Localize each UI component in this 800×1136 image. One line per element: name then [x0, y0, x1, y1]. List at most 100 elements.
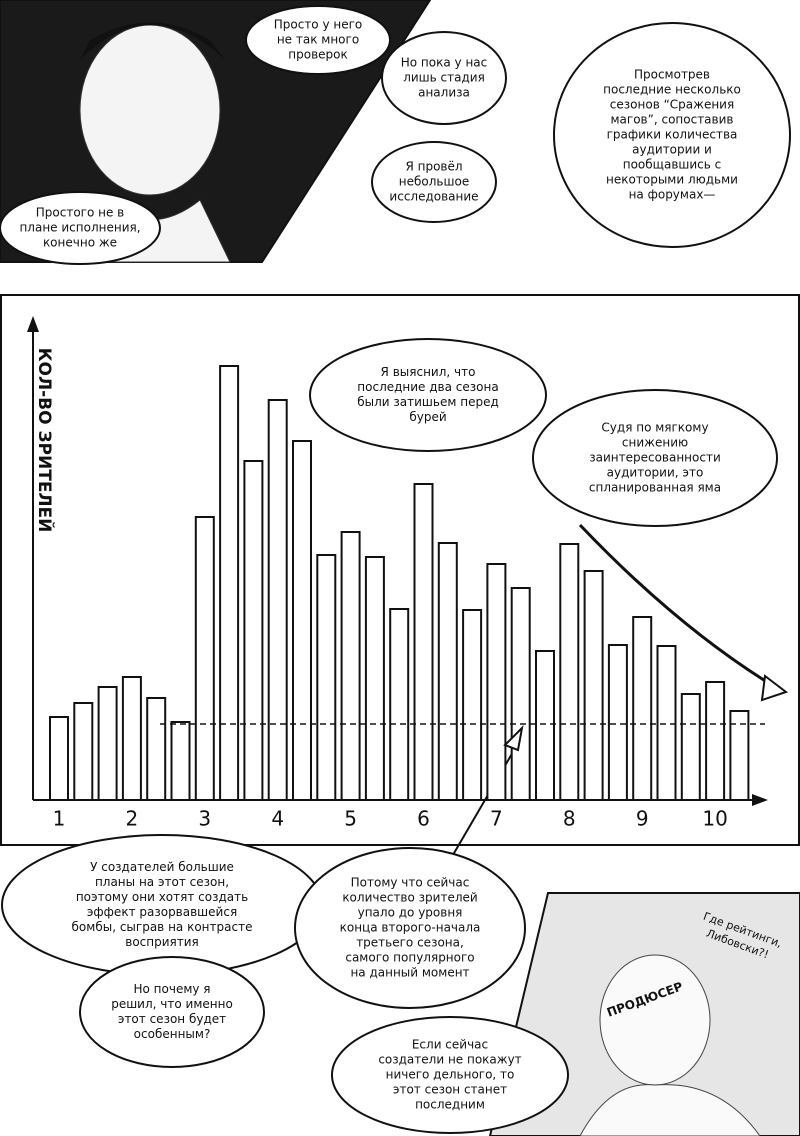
bubble-text: ничего дельного, то [386, 1068, 515, 1082]
bubble-text: сезонов “Сражения [610, 98, 734, 112]
bar [680, 693, 701, 801]
bar [656, 645, 677, 801]
speech-bubble [371, 141, 497, 223]
bubble-text: бомбы, сыграв на контрасте [72, 920, 253, 934]
bubble-text: аудитории, это [607, 466, 704, 480]
x-tick-label: 10 [702, 807, 727, 831]
bubble-text: на форумах— [629, 188, 716, 202]
pointer-head [503, 725, 524, 752]
bubble-text: плане исполнения, [19, 221, 140, 235]
bubble-text: проверок [288, 48, 347, 62]
bubble-text: небольшое [399, 175, 469, 189]
bubble-text: планы на этот сезон, [95, 875, 229, 889]
x-tick-label: 7 [490, 807, 503, 831]
bubble-text: восприятия [125, 935, 199, 949]
bar [413, 483, 434, 801]
trend-arrow-head [760, 674, 789, 702]
bar [292, 440, 312, 801]
bubble-text: Я провёл [405, 160, 462, 174]
bar [462, 609, 483, 801]
bubble-text: упало до уровня [358, 906, 463, 920]
bubble-text: У создателей большие [90, 860, 234, 874]
bar [121, 676, 142, 801]
bubble-text: спланированная яма [589, 481, 721, 495]
bubble-text: самого популярного [345, 951, 474, 965]
x-tick-label: 8 [563, 807, 576, 831]
speech-bubble [245, 5, 391, 75]
trend-arrow [578, 523, 781, 692]
bar [49, 716, 69, 801]
face [79, 24, 221, 196]
bar [607, 644, 628, 801]
bubble-text: Я выяснил, что [381, 365, 476, 379]
speech-bubble [331, 1016, 569, 1134]
y-axis-label: КОЛ-ВО ЗРИТЕЛЕЙ [34, 348, 56, 533]
x-tick-label: 3 [198, 807, 211, 831]
speech-bubble [532, 389, 778, 527]
bubble-text: последние несколько [603, 83, 741, 97]
bar [170, 721, 191, 801]
bubble-text: эффект разорвавшейся [87, 905, 237, 919]
bubble-text: Судя по мягкому [601, 421, 708, 435]
bar [729, 710, 750, 801]
bubble-text: третьего сезона, [356, 936, 464, 950]
bar [486, 563, 507, 801]
x-tick-label: 9 [636, 807, 649, 831]
bubble-text: исследование [389, 190, 478, 204]
bubble-text: на данный момент [350, 966, 469, 980]
bubble-text: Если сейчас [412, 1038, 488, 1052]
bubble-text: особенным? [134, 1027, 211, 1041]
bubble-text: Просто у него [274, 18, 363, 32]
speech-bubble [553, 22, 791, 248]
bubble-text: конечно же [43, 236, 117, 250]
bubble-text: бурей [409, 410, 446, 424]
bubble-text: лишь стадия [403, 71, 485, 85]
bar [219, 365, 240, 801]
bar [97, 686, 118, 801]
bubble-text: некоторыми людьми [606, 173, 738, 187]
bubble-text: конца второго-начала [340, 921, 481, 935]
chart-panel [0, 294, 800, 846]
y-arrow [27, 316, 39, 332]
bubble-text: этот сезон будет [118, 1012, 226, 1026]
bubble-text: создатели не покажут [378, 1053, 521, 1067]
bubble-text: Потому что сейчас [351, 876, 470, 890]
bubble-text: не так много [277, 33, 359, 47]
bubble-text: снижению [622, 436, 688, 450]
bubble-text: пообщавшись с [623, 158, 722, 172]
producer-head [599, 954, 711, 1086]
bubble-text: графики количества [607, 128, 738, 142]
bar [73, 702, 94, 801]
bubble-text: Но почему я [133, 982, 210, 996]
bubble-text: Просмотрев [634, 68, 710, 82]
bubble-text: Но пока у нас [401, 56, 488, 70]
bar [243, 460, 264, 801]
x-tick-label: 2 [126, 807, 139, 831]
bar [510, 587, 531, 801]
bubble-text: этот сезон станет [393, 1083, 507, 1097]
speech-bubble [0, 191, 161, 265]
bubble-text: решил, что именно [111, 997, 233, 1011]
speech-bubble [309, 338, 547, 452]
bar [583, 570, 604, 801]
bar [364, 556, 385, 801]
bar [316, 554, 337, 801]
speech-bubble [381, 31, 507, 125]
bubble-text: анализа [418, 86, 470, 100]
bubble-text: последние два сезона [357, 380, 498, 394]
bar [559, 543, 580, 801]
x-tick-label: 6 [417, 807, 430, 831]
bubble-text: магов”, сопоставив [611, 113, 734, 127]
bar [146, 697, 167, 801]
x-tick-label: 5 [344, 807, 357, 831]
pointer [449, 739, 521, 861]
bubble-text: аудитории и [632, 143, 712, 157]
bar [535, 650, 555, 801]
bubble-text: заинтересованности [589, 451, 721, 465]
bar [267, 399, 288, 801]
x-tick-label: 1 [53, 807, 66, 831]
speech-bubble [79, 956, 265, 1068]
bar [389, 608, 410, 801]
bubble-text: Простого не в [36, 206, 125, 220]
